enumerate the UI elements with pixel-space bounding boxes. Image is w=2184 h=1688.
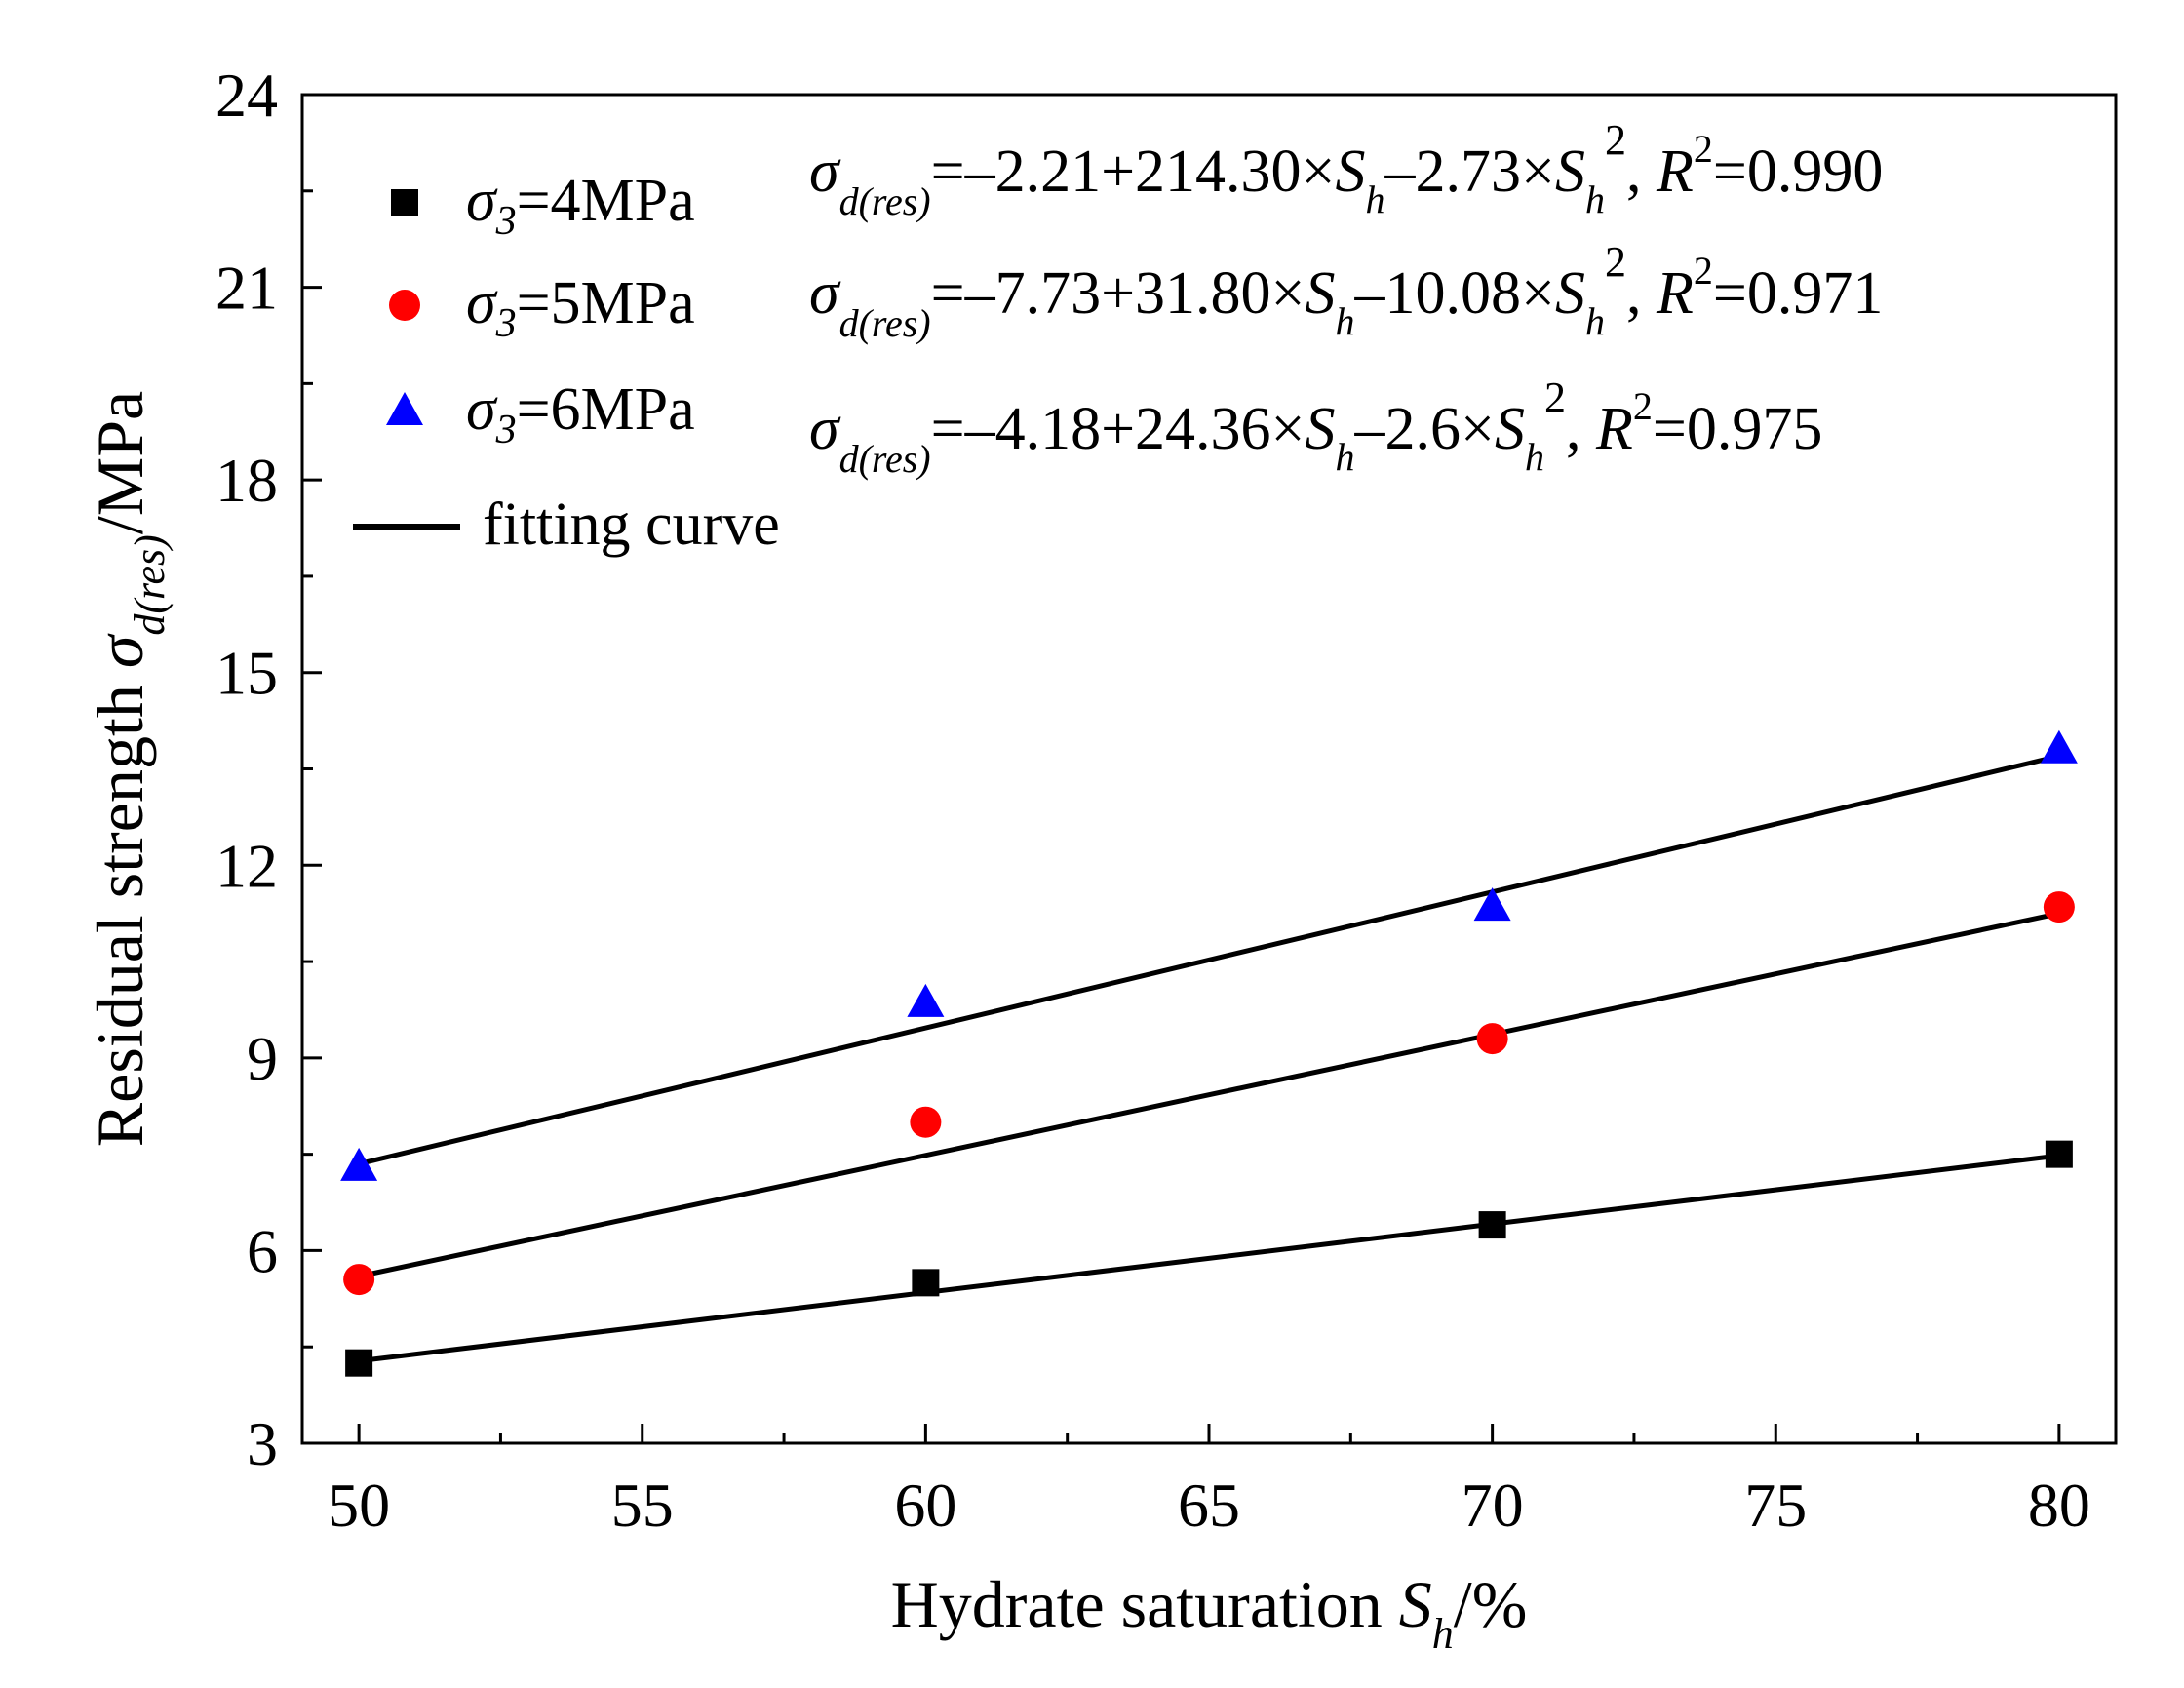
axis-titles: Hydrate saturation Sh/% Residual strength… xyxy=(83,391,1527,1658)
legend-label: σ3=5MPa xyxy=(466,270,695,346)
y-tick-label: 24 xyxy=(215,60,278,130)
legend-marker xyxy=(391,189,418,216)
y-tick-label: 6 xyxy=(247,1216,278,1285)
fit-line-2 xyxy=(358,911,2060,1279)
fit-equation: σd(res)=–7.73+31.80×Sh–10.08×Sh2, R2=0.9… xyxy=(809,238,1883,345)
data-point-series-2 xyxy=(2043,891,2075,923)
fit-line-3 xyxy=(358,753,2060,1166)
data-point-series-3 xyxy=(1473,887,1511,922)
equations: σd(res)=–2.21+214.30×Sh–2.73×Sh2, R2=0.9… xyxy=(809,116,1883,481)
axes: 50 55 60 65 70 75 80 3 6 9 12 15 18 21 24 xyxy=(215,60,2118,1540)
y-tick-label: 15 xyxy=(215,639,278,708)
fit-lines xyxy=(358,753,2060,1364)
x-tick-label: 65 xyxy=(1178,1471,1240,1540)
data-point-series-1 xyxy=(1478,1211,1506,1239)
y-tick-label: 3 xyxy=(247,1409,278,1478)
data-point-series-2 xyxy=(1476,1023,1508,1055)
x-tick-label: 80 xyxy=(2028,1471,2090,1540)
data-point-series-1 xyxy=(912,1269,940,1297)
data-point-series-1 xyxy=(2045,1140,2073,1168)
data-point-series-2 xyxy=(910,1106,942,1138)
fit-equation: σd(res)=–4.18+24.36×Sh–2.6×Sh2, R2=0.975 xyxy=(809,373,1822,481)
legend-marker xyxy=(389,290,420,321)
x-axis-title: Hydrate saturation Sh/% xyxy=(891,1567,1528,1658)
x-tick-label: 60 xyxy=(894,1471,956,1540)
fit-line-1 xyxy=(358,1153,2060,1364)
x-tick-label: 50 xyxy=(328,1471,390,1540)
y-axis-title: Residual strength σd(res)/MPa xyxy=(83,391,174,1147)
legend-label: σ3=4MPa xyxy=(466,168,695,244)
data-point-series-3 xyxy=(907,983,945,1017)
x-tick-label: 70 xyxy=(1462,1471,1524,1540)
legend: σ3=4MPa σ3=5MPa σ3=6MPa fitting curve xyxy=(353,168,780,558)
y-tick-label: 18 xyxy=(215,446,278,515)
fit-equation: σd(res)=–2.21+214.30×Sh–2.73×Sh2, R2=0.9… xyxy=(809,116,1883,223)
data-point-series-1 xyxy=(345,1349,373,1377)
data-point-series-3 xyxy=(2040,729,2078,764)
legend-marker xyxy=(386,392,423,425)
data-points xyxy=(340,729,2078,1377)
x-tick-label: 75 xyxy=(1744,1471,1807,1540)
x-tick-label: 55 xyxy=(611,1471,674,1540)
y-tick-label: 21 xyxy=(215,254,278,323)
legend-label: σ3=6MPa xyxy=(466,376,695,452)
y-tick-label: 12 xyxy=(215,831,278,900)
legend-label: fitting curve xyxy=(483,491,780,558)
data-point-series-2 xyxy=(343,1264,375,1296)
y-tick-label: 9 xyxy=(247,1024,278,1093)
data-point-series-3 xyxy=(340,1147,378,1181)
